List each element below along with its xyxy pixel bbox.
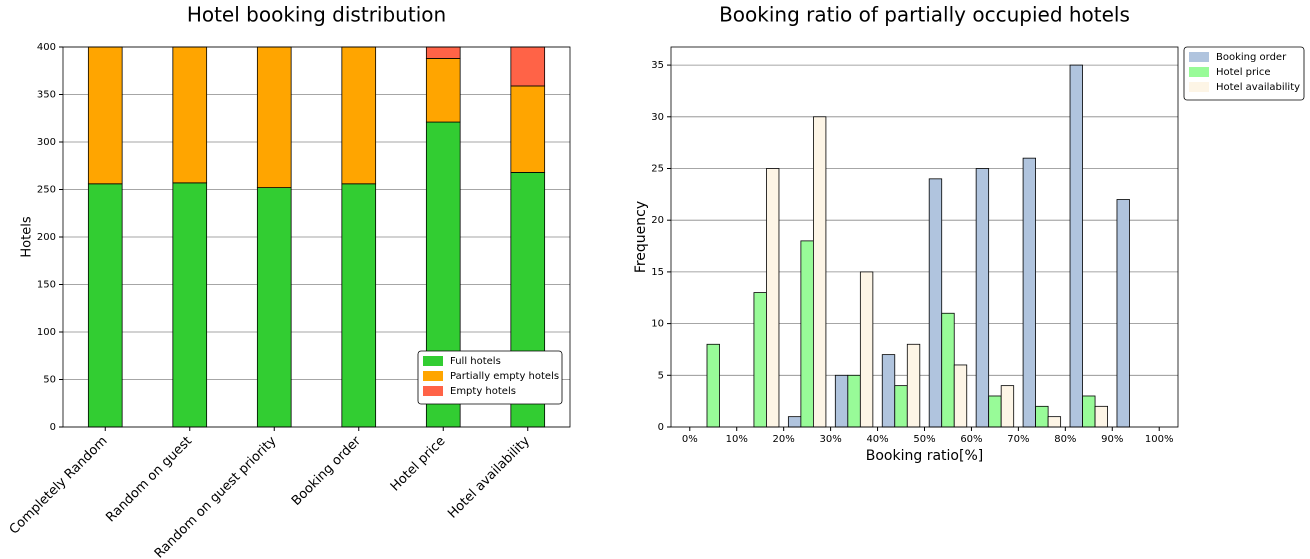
y-tick-label: 350: [37, 90, 56, 101]
chart-title: Hotel booking distribution: [187, 3, 446, 27]
legend-swatch: [423, 386, 443, 396]
y-tick-label: 150: [37, 280, 56, 291]
y-tick-label: 200: [37, 232, 56, 243]
hist-bar: [988, 395, 1002, 428]
bar-segment: [510, 46, 546, 87]
bar-segment: [341, 46, 377, 185]
x-tick-label: Random on guest: [103, 434, 195, 526]
hist-bar: [881, 354, 896, 428]
x-tick-label: 0%: [682, 434, 698, 445]
bar-segment: [425, 58, 461, 123]
y-tick-label: 0: [658, 422, 664, 433]
legend-label: Booking order: [1216, 52, 1287, 63]
legend-swatch: [423, 371, 443, 381]
x-tick-label: Hotel availability: [445, 433, 533, 521]
bar-segment: [172, 182, 208, 428]
legend-label: Partially empty hotels: [450, 371, 559, 382]
legend-label: Hotel price: [1216, 67, 1271, 78]
x-tick-label: 90%: [1101, 434, 1123, 445]
hist-bar: [1082, 395, 1096, 428]
y-tick-label: 100: [37, 327, 56, 338]
hist-bar: [800, 240, 814, 428]
y-tick-label: 400: [37, 42, 56, 53]
bar-segment: [341, 183, 377, 428]
legend-box: [417, 350, 563, 405]
x-tick-label: Completely Random: [7, 434, 111, 538]
hist-bar: [1035, 405, 1049, 428]
bar-segment: [425, 46, 461, 59]
y-tick-label: 10: [651, 319, 664, 330]
hist-bar: [812, 116, 827, 428]
x-tick-label: 50%: [913, 434, 935, 445]
x-tick-label: 80%: [1054, 434, 1076, 445]
bar-segment: [87, 46, 123, 185]
hist-bar: [1022, 157, 1037, 428]
x-axis-label: Booking ratio[%]: [866, 448, 983, 464]
y-tick-label: 5: [658, 370, 664, 381]
hist-bar: [1047, 416, 1062, 428]
legend-swatch: [1189, 52, 1209, 62]
x-tick-label: Hotel price: [388, 434, 449, 495]
y-axis-label: Hotels: [20, 216, 35, 257]
x-tick-label: 100%: [1145, 434, 1174, 445]
hist-bar: [1000, 385, 1015, 428]
x-tick-label: 30%: [819, 434, 841, 445]
legend-label: Full hotels: [450, 356, 501, 367]
plot-frame: [62, 46, 571, 428]
legend-label: Hotel availability: [1216, 82, 1300, 93]
y-tick-label: 300: [37, 137, 56, 148]
hist-bar: [847, 374, 861, 428]
hist-bar: [906, 343, 921, 428]
y-tick-label: 30: [651, 112, 664, 123]
legend-swatch: [423, 356, 443, 366]
hist-bar: [766, 168, 780, 428]
x-tick-label: 20%: [773, 434, 795, 445]
hist-bar: [953, 364, 968, 428]
hist-bar: [859, 271, 874, 428]
plot-frame: [670, 46, 1179, 428]
legend-swatch: [1189, 82, 1209, 92]
y-axis-label: Frequency: [633, 201, 649, 273]
x-tick-label: 70%: [1007, 434, 1029, 445]
legend-label: Empty hotels: [450, 386, 516, 397]
x-tick-label: Booking order: [289, 433, 365, 509]
bar-segment: [510, 85, 546, 173]
hist-bar: [1116, 199, 1130, 428]
y-tick-label: 15: [651, 267, 664, 278]
y-tick-label: 25: [651, 163, 664, 174]
y-tick-label: 0: [50, 422, 56, 433]
hist-bar: [941, 312, 955, 428]
bar-segment: [87, 183, 123, 428]
bar-segment: [256, 46, 292, 189]
legend-box: [1183, 46, 1305, 101]
hist-bar: [753, 292, 767, 428]
legend-swatch: [1189, 67, 1209, 77]
hist-bar: [1069, 64, 1083, 428]
hist-bar: [706, 343, 720, 428]
chart-title: Booking ratio of partially occupied hote…: [719, 3, 1130, 27]
y-tick-label: 35: [651, 60, 664, 71]
x-tick-label: 60%: [960, 434, 982, 445]
bar-segment: [256, 187, 292, 428]
y-tick-label: 50: [43, 375, 56, 386]
hist-bar: [894, 385, 908, 428]
hist-bar: [834, 374, 849, 428]
hist-bar: [975, 168, 990, 428]
hist-bar: [1094, 405, 1108, 428]
y-tick-label: 250: [37, 185, 56, 196]
x-tick-label: 40%: [866, 434, 888, 445]
y-tick-label: 20: [651, 215, 664, 226]
hist-bar: [928, 178, 943, 428]
bar-segment: [172, 46, 208, 184]
x-tick-label: 10%: [726, 434, 748, 445]
hist-bar: [787, 416, 802, 428]
